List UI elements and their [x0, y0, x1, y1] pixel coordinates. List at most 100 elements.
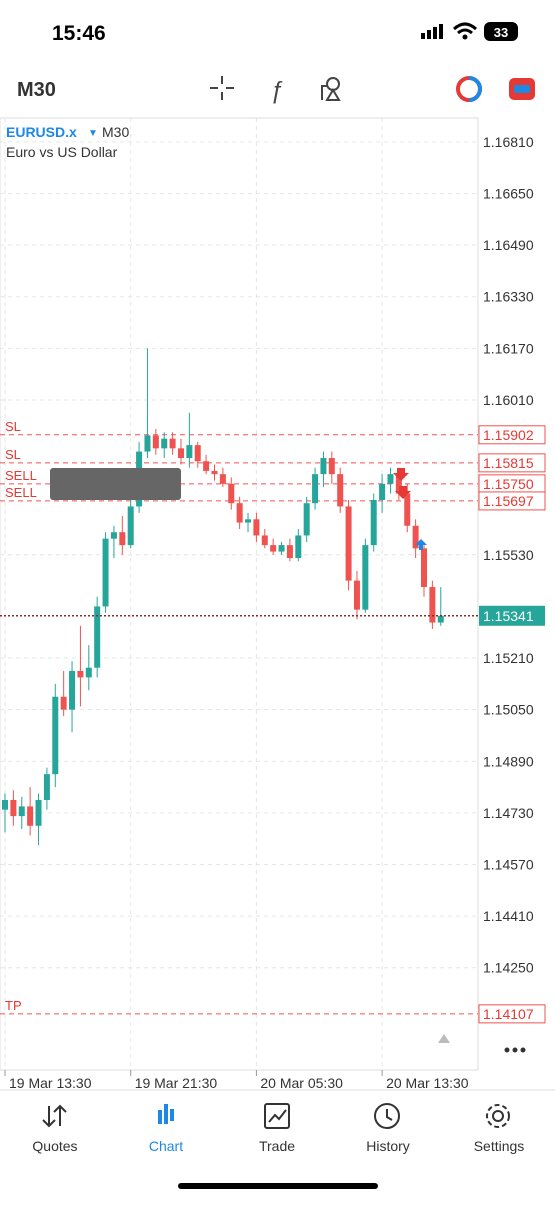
tab-label[interactable]: Chart [149, 1138, 183, 1154]
tab-label[interactable]: History [366, 1138, 410, 1154]
indicators-button[interactable]: ƒ [270, 77, 283, 104]
candle-body [379, 483, 386, 500]
x-tick-label: 20 Mar 13:30 [386, 1075, 469, 1091]
x-tick-label: 19 Mar 13:30 [9, 1075, 92, 1091]
battery-icon [484, 22, 518, 41]
buy-arrow [415, 539, 427, 550]
candle-body [370, 499, 377, 546]
trade-level-label: TP [5, 998, 22, 1013]
chart-timeframe: M30 [102, 124, 129, 140]
accounts-button[interactable] [509, 78, 535, 100]
current-price-box [479, 605, 545, 626]
chart-frame [0, 117, 479, 1071]
tab-label[interactable]: Trade [259, 1138, 295, 1154]
y-tick-label: 1.16330 [483, 289, 534, 305]
symbol-dropdown[interactable]: ▼ [88, 128, 98, 139]
current-price-label: 1.15341 [483, 608, 534, 624]
candle-body [43, 774, 50, 800]
home-indicator [178, 1183, 378, 1189]
y-tick-label: 1.14890 [483, 753, 534, 769]
candle-body [85, 667, 92, 678]
tab-label[interactable]: Settings [474, 1138, 525, 1154]
signal-icon [421, 24, 443, 39]
candle-body [186, 445, 193, 459]
candle-body [35, 799, 42, 826]
trade-level-price-box [478, 425, 546, 445]
candle-body [2, 799, 8, 810]
candle-body [253, 519, 260, 536]
wifi-icon [452, 22, 478, 35]
trade-level-label: SL [5, 447, 21, 462]
overlay-box [50, 468, 181, 500]
candle-body [194, 445, 201, 462]
candle-body [110, 532, 117, 539]
candle-body [102, 538, 109, 607]
candle-body [177, 448, 184, 459]
candle-body [219, 474, 226, 484]
symbol[interactable]: EURUSD.x [6, 124, 77, 140]
trade-level-label: SL [5, 419, 21, 434]
candle-body [144, 435, 151, 452]
candle-body [18, 806, 25, 817]
candle-body [286, 545, 293, 559]
trade-level-price: 1.14107 [483, 1006, 534, 1022]
y-tick-label: 1.16170 [483, 340, 534, 356]
trade-level-price-box [478, 1004, 546, 1024]
y-tick-label: 1.15530 [483, 547, 534, 563]
candle-body [353, 580, 360, 610]
chart-tab-icon [158, 1104, 174, 1124]
candle-body [169, 438, 176, 449]
y-tick-label: 1.14410 [483, 908, 534, 924]
candle-body [245, 519, 252, 523]
candle-body [421, 548, 427, 588]
candle-body [429, 587, 436, 623]
candle-body [404, 493, 411, 526]
candle-body [278, 545, 285, 552]
candle-body [52, 696, 59, 775]
candle-body [60, 696, 67, 710]
objects-button[interactable] [321, 77, 341, 101]
candle-body [261, 535, 268, 546]
trade-level-price-box [478, 491, 546, 511]
candle-body [27, 806, 34, 826]
candle-body [203, 461, 210, 471]
candle-body [161, 438, 168, 449]
crosshair-button[interactable] [210, 76, 234, 100]
tab-icons [42, 1103, 510, 1129]
y-tick-label: 1.16650 [483, 185, 534, 201]
x-tick-label: 20 Mar 05:30 [260, 1075, 343, 1091]
candle-body [152, 435, 159, 449]
tab-label[interactable]: Quotes [32, 1138, 77, 1154]
candle-body [10, 799, 17, 817]
candle-body [236, 503, 243, 523]
candle-body [77, 670, 84, 678]
sell-arrows [393, 468, 411, 499]
candle-body [94, 606, 101, 668]
timeframe-button[interactable]: M30 [17, 79, 56, 101]
trade-level-price: 1.15750 [483, 476, 534, 492]
candle-body [69, 670, 76, 710]
y-tick-label: 1.14730 [483, 805, 534, 821]
scroll-marker [438, 1034, 450, 1043]
trade-level-label: SELL [5, 485, 37, 500]
x-tick-label: 19 Mar 21:30 [135, 1075, 218, 1091]
y-tick-label: 1.16490 [483, 237, 534, 253]
candle-body [345, 506, 352, 581]
trade-level-price-box [478, 453, 546, 473]
chart-area: EURUSD.x ▼ M30 Euro vs US Dollar 1.16810… [0, 117, 546, 1076]
trade-button[interactable] [456, 76, 482, 102]
trade-level-price: 1.15815 [483, 455, 534, 471]
symbol-description: Euro vs US Dollar [6, 144, 118, 160]
candle-body [312, 474, 319, 504]
battery-level: 33 [494, 25, 508, 40]
candle-body [320, 458, 327, 475]
y-tick-label: 1.14570 [483, 857, 534, 873]
candle-body [362, 545, 369, 610]
y-tick-label: 1.16810 [483, 134, 534, 150]
more-button[interactable] [504, 1047, 526, 1053]
wifi-dot [462, 34, 468, 40]
candle-body [395, 474, 402, 494]
candle-body [412, 525, 419, 549]
